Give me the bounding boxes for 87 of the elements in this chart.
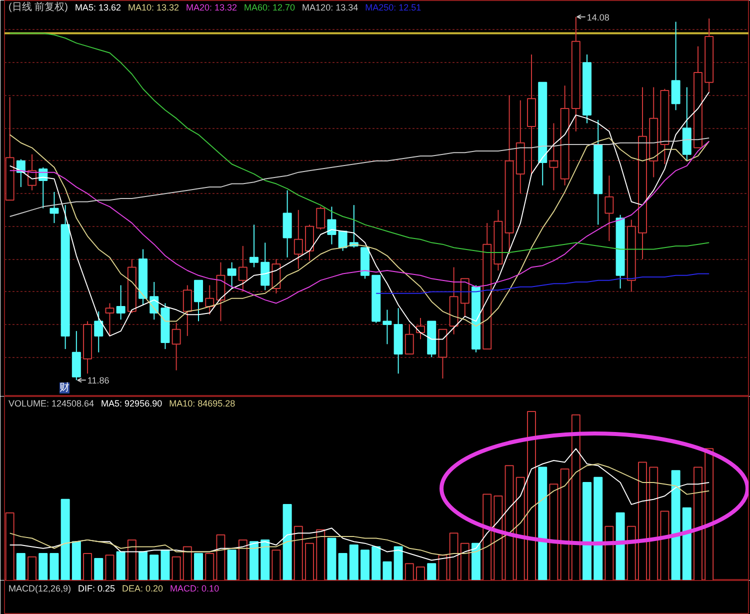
candlestick	[172, 322, 181, 371]
bar	[138, 551, 148, 580]
bar	[394, 546, 403, 580]
candlestick	[527, 54, 536, 176]
candlestick	[694, 46, 702, 148]
bar	[360, 550, 370, 580]
candlestick	[604, 175, 614, 242]
candlestick	[116, 284, 126, 320]
candlestick	[649, 86, 658, 178]
bar	[160, 550, 170, 580]
legend-label: DEA: 0.20	[122, 584, 164, 594]
candlestick	[571, 16, 580, 132]
candlestick	[94, 310, 104, 353]
candlestick	[460, 278, 470, 317]
bar	[16, 552, 26, 580]
candlestick	[538, 82, 548, 186]
bar	[472, 542, 481, 580]
text: MA250: 12.51	[365, 2, 422, 12]
candlestick	[394, 308, 403, 374]
candlestick	[382, 309, 392, 345]
chart-title: VOLUME: 124508.64	[8, 398, 94, 408]
bar	[94, 558, 104, 580]
bar	[382, 561, 392, 580]
annotation: 14.08	[586, 12, 610, 22]
candlestick	[404, 324, 414, 354]
candlestick	[227, 262, 236, 289]
text: MA10: 13.32	[128, 2, 180, 12]
annotation: 11.86	[87, 376, 110, 386]
candlestick	[482, 222, 492, 350]
candlestick	[260, 242, 270, 291]
bar	[260, 539, 270, 580]
bar	[427, 563, 436, 580]
bar	[60, 498, 70, 580]
candlestick	[272, 258, 281, 294]
bar	[682, 507, 692, 580]
candlestick	[105, 302, 114, 336]
bar	[327, 538, 336, 580]
candlestick	[704, 18, 714, 93]
bar	[616, 512, 625, 580]
candlestick	[194, 280, 204, 322]
chart-title: (日线 前复权)	[8, 1, 68, 13]
candlestick	[516, 100, 525, 194]
text: MA5: 92956.90	[101, 398, 162, 408]
bar	[150, 554, 159, 580]
bar	[372, 546, 381, 580]
bar	[282, 504, 292, 580]
annotation: 财	[60, 382, 70, 394]
text: MACD(12,26,9)	[8, 584, 72, 594]
bar	[50, 552, 59, 580]
bar	[538, 466, 548, 580]
candlestick	[494, 209, 503, 271]
candlestick	[182, 284, 192, 336]
candlestick	[560, 85, 570, 186]
bar	[194, 552, 204, 580]
legend-label: DIF: 0.25	[78, 584, 116, 594]
bar	[227, 550, 236, 580]
candlestick	[438, 328, 448, 379]
candlestick	[671, 21, 680, 111]
text: MA60: 12.70	[244, 2, 296, 12]
bar	[250, 541, 259, 580]
bar	[594, 476, 603, 580]
bar	[349, 544, 358, 580]
candlestick	[549, 122, 558, 191]
legend-label: MACD: 0.10	[170, 584, 220, 594]
bar	[582, 482, 592, 580]
text: MA120: 13.34	[302, 2, 358, 12]
bar	[116, 551, 126, 580]
text: MA20: 13.32	[186, 2, 238, 12]
text: MA5: 13.62	[74, 2, 121, 12]
candlestick	[216, 262, 226, 322]
candlestick	[338, 230, 348, 252]
bar	[338, 552, 348, 580]
candlestick	[626, 219, 636, 292]
bar	[72, 541, 81, 580]
candlestick	[282, 190, 292, 258]
candlestick	[638, 86, 647, 260]
candlestick	[294, 209, 303, 270]
candlestick	[60, 204, 70, 350]
text: MA10: 84695.28	[169, 398, 236, 408]
candlestick	[50, 191, 59, 224]
bar	[38, 552, 48, 580]
candlestick	[504, 94, 514, 255]
candlestick	[83, 320, 92, 374]
bar	[671, 470, 680, 580]
candlestick	[327, 206, 336, 245]
candlestick	[238, 245, 248, 292]
candlestick	[594, 119, 603, 226]
